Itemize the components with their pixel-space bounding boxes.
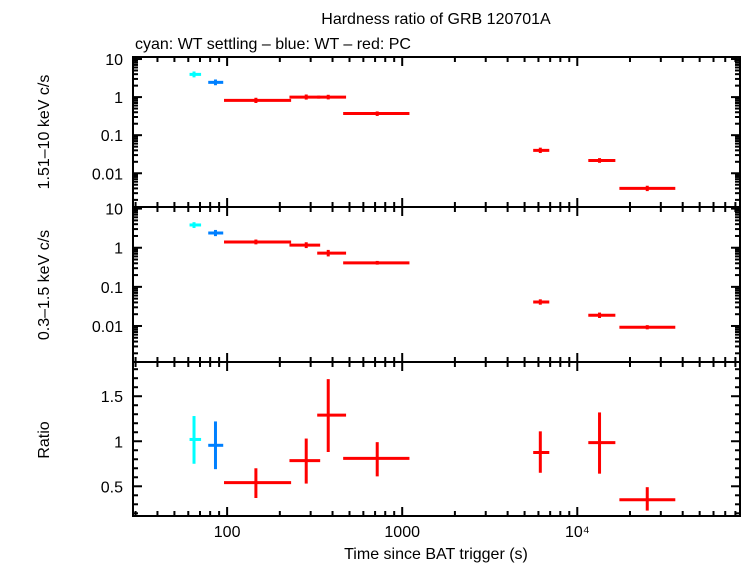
data-point-pc <box>224 468 292 498</box>
data-point-pc <box>619 487 676 511</box>
data-point-wt <box>208 229 224 237</box>
data-point-pc <box>619 325 676 330</box>
y-tick-label: 0.1 <box>101 128 123 145</box>
data-point-pc <box>289 94 321 100</box>
y-tick-label: 0.01 <box>92 166 123 183</box>
data-point-pc <box>343 111 410 116</box>
data-point-pc <box>289 242 321 249</box>
x-tick-label: 1000 <box>384 524 420 541</box>
y-tick-label: 1 <box>114 434 123 451</box>
y-tick-label: 1 <box>114 90 123 107</box>
y-axis-label-ratio: Ratio <box>36 421 53 458</box>
panel-1: 10 1 0.1 0.01 <box>92 202 741 363</box>
chart-title: Hardness ratio of GRB 120701A <box>321 11 551 28</box>
data-point-wt_settling <box>189 416 202 464</box>
data-point-pc <box>533 147 550 154</box>
data-point-pc <box>317 249 347 257</box>
y-axis-label-hard: 1.51–10 keV c/s <box>36 75 53 190</box>
panel-frame <box>132 56 741 208</box>
data-point-pc <box>289 438 321 484</box>
panel-frame <box>132 361 741 517</box>
data-point-pc <box>317 94 347 100</box>
y-tick-label: 0.01 <box>92 319 123 336</box>
data-point-pc <box>317 379 347 453</box>
y-tick-label: 1 <box>114 241 123 258</box>
data-point-pc <box>343 442 410 477</box>
x-tick-label: 10⁴ <box>565 524 590 541</box>
x-tick-label: 100 <box>214 524 241 541</box>
y-tick-label: 0.5 <box>101 479 123 496</box>
data-point-pc <box>533 431 550 473</box>
chart-subtitle: cyan: WT settling – blue: WT – red: PC <box>135 36 411 53</box>
data-point-pc <box>224 239 292 245</box>
data-point-wt_settling <box>189 222 202 228</box>
y-tick-label: 0.1 <box>101 280 123 297</box>
data-point-pc <box>224 97 292 103</box>
data-point-pc <box>533 299 550 305</box>
data-point-pc <box>588 312 616 318</box>
x-axis-label: Time since BAT trigger (s) <box>344 546 528 563</box>
y-tick-label: 10 <box>105 202 123 219</box>
data-point-wt <box>208 79 224 86</box>
y-axis-label-soft: 0.3–1.5 keV c/s <box>36 230 53 340</box>
y-tick-label: 1.5 <box>101 389 123 406</box>
data-point-pc <box>588 412 616 474</box>
data-point-wt <box>208 421 224 470</box>
data-point-pc <box>588 158 616 163</box>
data-point-pc <box>343 260 410 265</box>
panel-frame <box>132 206 741 363</box>
y-tick-label: 10 <box>105 52 123 69</box>
data-point-pc <box>619 185 676 192</box>
data-point-wt_settling <box>189 71 202 78</box>
panel-0: 10 1 0.1 0.01 <box>92 52 741 208</box>
panel-2: 1.5 1 0.5 <box>101 361 741 517</box>
